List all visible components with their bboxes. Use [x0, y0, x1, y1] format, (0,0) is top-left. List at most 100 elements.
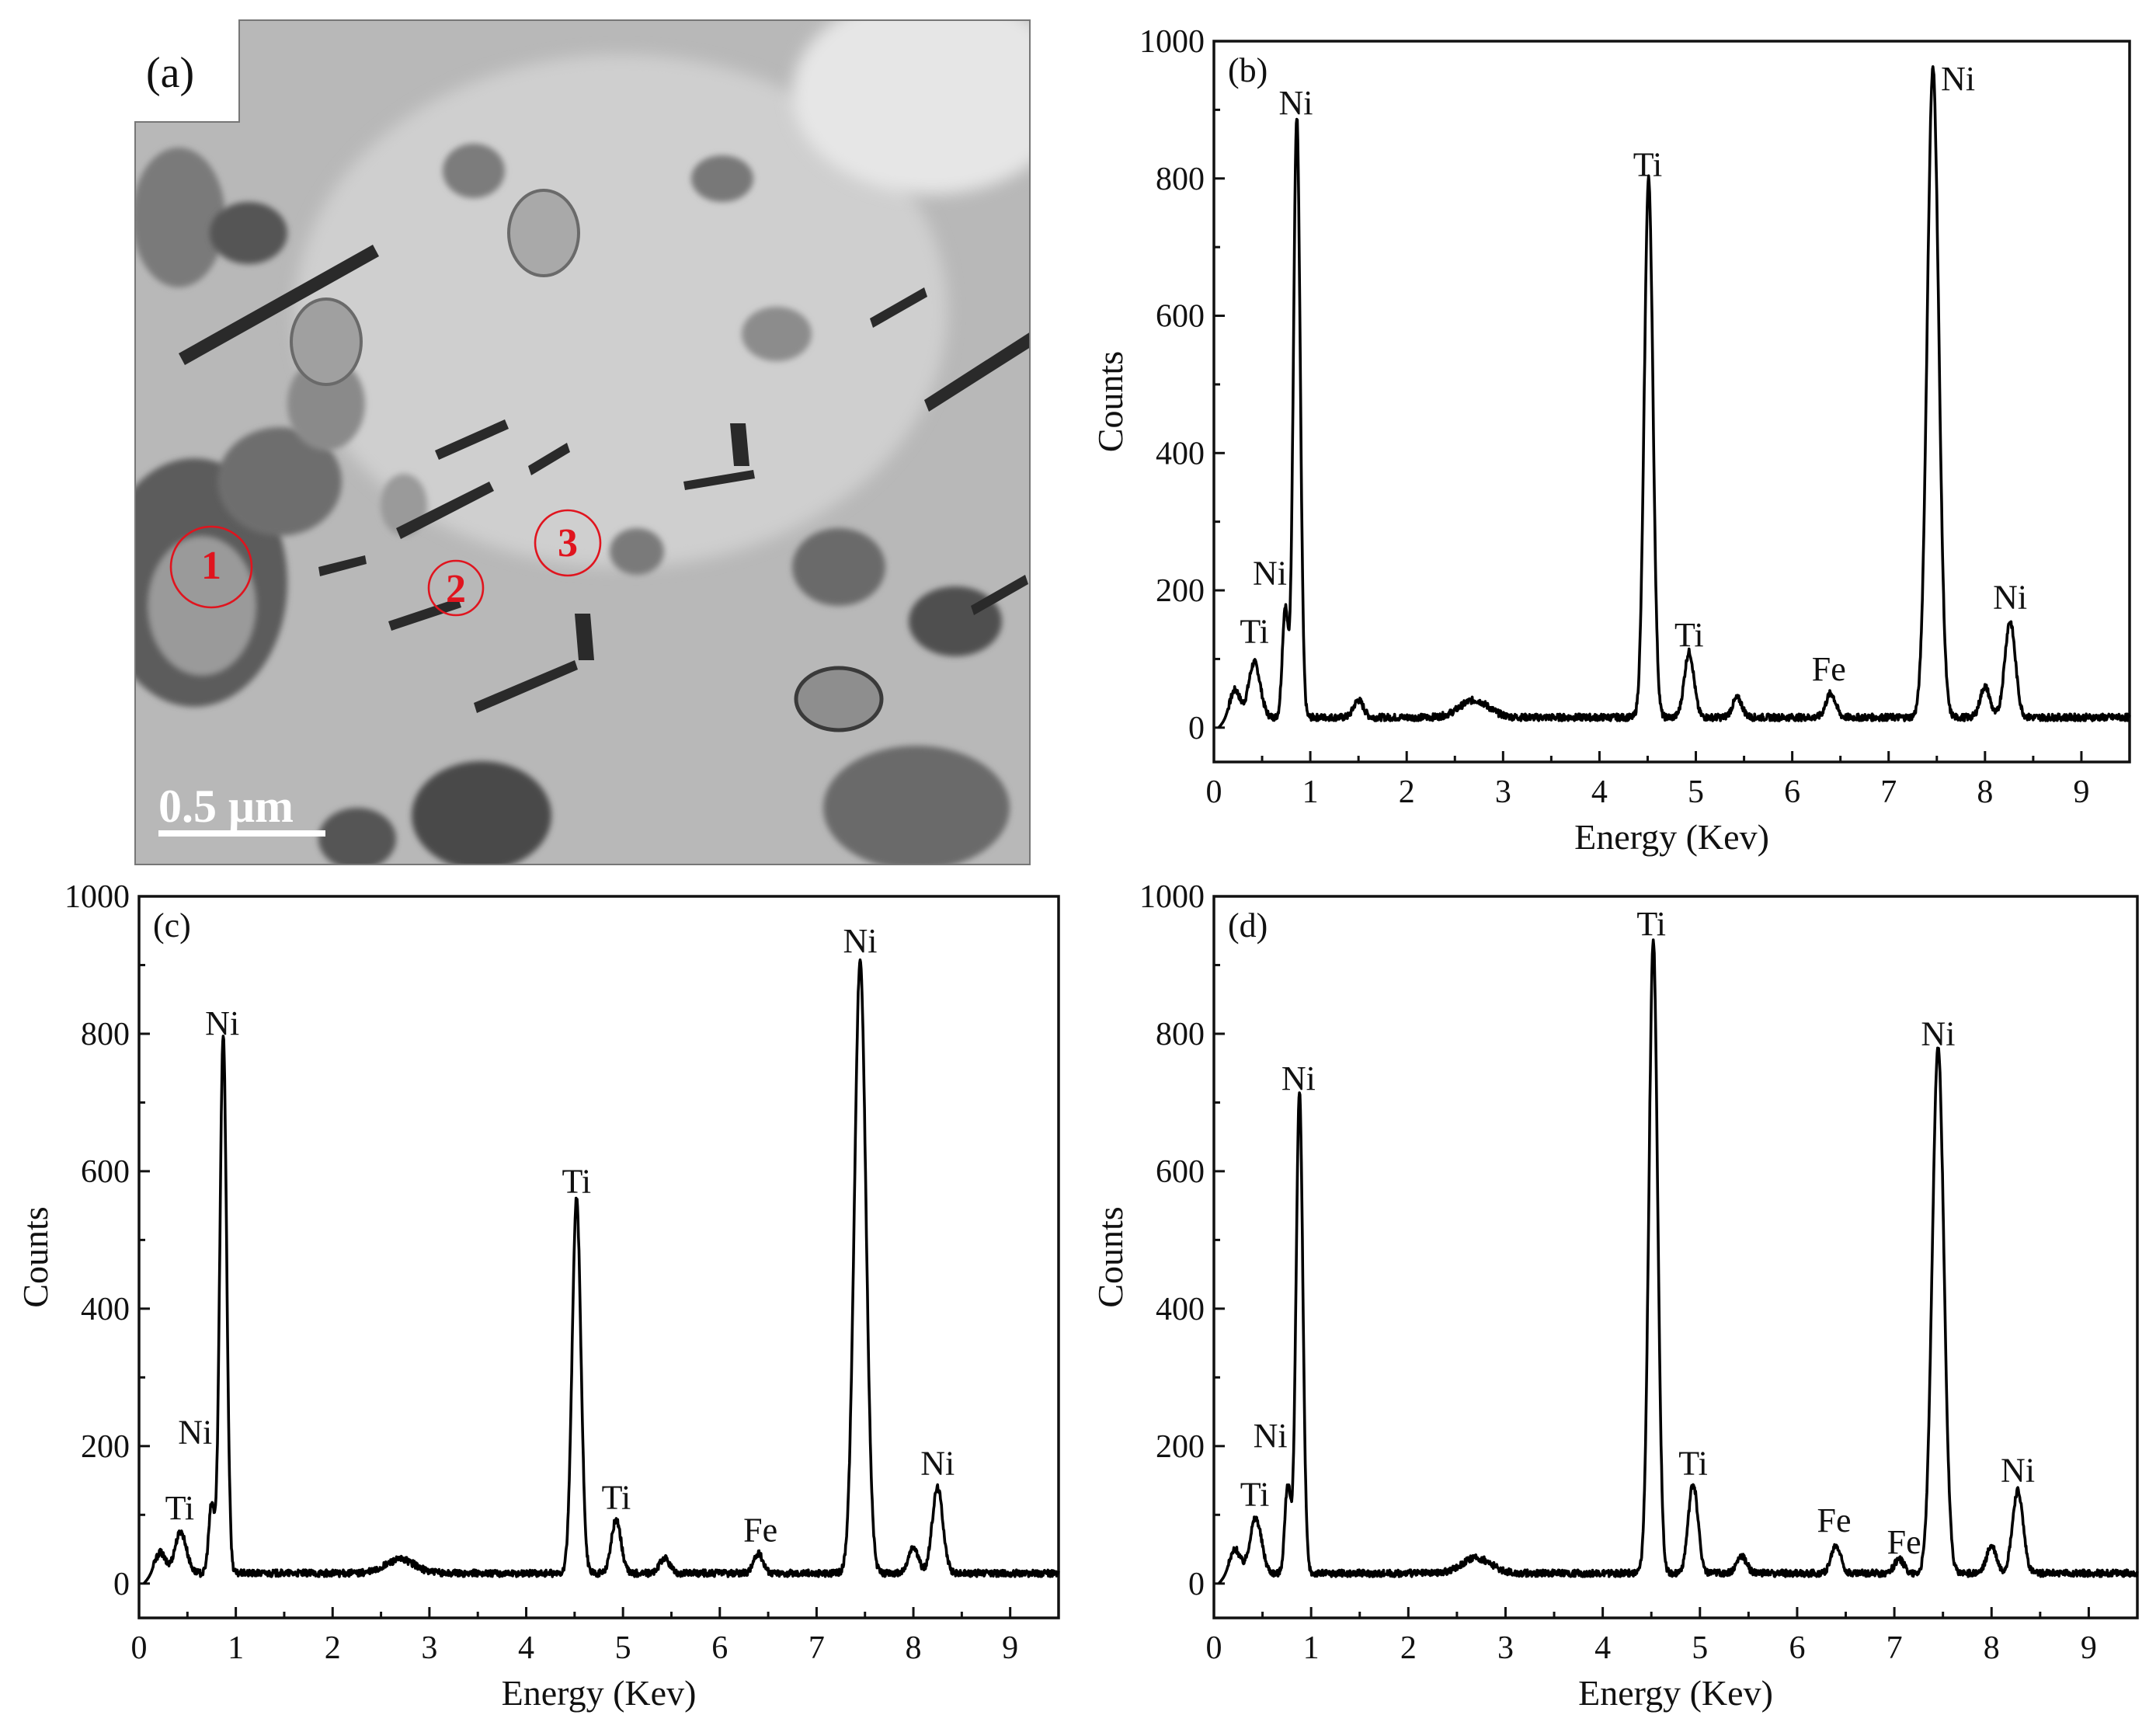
plot-frame [1212, 895, 2139, 1619]
peak-label: Ni [1921, 1014, 1955, 1052]
peak-label: Ni [843, 922, 878, 960]
x-axis-title: Energy (Kev) [1574, 817, 1769, 857]
x-tick-label: 8 [1984, 1630, 2000, 1666]
y-tick-label: 600 [1156, 299, 1205, 335]
x-tick-label: 4 [1591, 774, 1608, 810]
spectrum-panel-d: 0 1 2 3 4 5 6 7 8 9 0 200 400 600 800 1000 Energy (Kev) C… [1090, 879, 2139, 1713]
site-label-1: 1 [201, 544, 221, 588]
x-tick-label: 5 [1688, 774, 1704, 810]
y-tick-label: 400 [81, 1292, 130, 1327]
x-axis-title: Energy (Kev) [502, 1673, 697, 1713]
y-tick-label: 0 [113, 1567, 130, 1602]
x-tick-label: 0 [1206, 774, 1222, 810]
x-tick-label: 0 [131, 1630, 148, 1666]
x-tick-label: 6 [711, 1630, 728, 1666]
peak-label: Ni [1941, 60, 1975, 98]
peak-label: Fe [1812, 650, 1846, 688]
peak-label: Ni [1281, 1059, 1316, 1098]
peak-label: Fe [743, 1511, 777, 1549]
x-tick-label: 7 [808, 1630, 825, 1666]
peak-label: Ti [1636, 905, 1666, 943]
site-marker-1: 1 [169, 525, 253, 609]
micrograph-image [135, 20, 1030, 864]
x-tick-label: 5 [1692, 1630, 1708, 1666]
peak-label: Ni [2001, 1451, 2035, 1489]
peak-label: Ni [1278, 84, 1313, 122]
x-tick-label: 2 [325, 1630, 341, 1666]
panel-label: (d) [1228, 906, 1268, 944]
site-label-2: 2 [446, 567, 466, 611]
panel-label: (c) [153, 906, 191, 944]
panel-label: (b) [1228, 51, 1268, 89]
x-tick-label: 7 [1886, 1630, 1903, 1666]
x-tick-label: 1 [228, 1630, 244, 1666]
site-marker-2: 2 [427, 559, 485, 617]
y-tick-label: 1000 [1139, 879, 1205, 915]
x-tick-label: 2 [1400, 1630, 1417, 1666]
peak-label: Ti [1674, 616, 1704, 654]
y-tick-label: 600 [81, 1154, 130, 1190]
x-tick-label: 1 [1303, 1630, 1320, 1666]
peak-label: Fe [1887, 1523, 1921, 1561]
y-axis-title: Counts [1090, 1206, 1130, 1307]
y-axis-title: Counts [1090, 351, 1130, 452]
y-tick-label: 800 [1156, 1017, 1205, 1052]
spectrum-line-b [1217, 65, 2131, 729]
peak-label: Ti [1678, 1444, 1708, 1482]
x-tick-label: 3 [1495, 774, 1511, 810]
y-tick-label: 200 [1156, 573, 1205, 609]
peak-label: Ti [1240, 1475, 1270, 1513]
x-tick-label: 5 [615, 1630, 631, 1666]
y-tick-label: 1000 [1139, 24, 1205, 60]
x-tick-label: 2 [1399, 774, 1415, 810]
peak-label: Fe [1817, 1501, 1852, 1539]
x-tick-label: 4 [1594, 1630, 1611, 1666]
y-tick-label: 1000 [64, 879, 130, 915]
spectrum-panel-c: 0 1 2 3 4 5 6 7 8 9 0 200 400 600 800 1000 Energy (Kev) C… [16, 879, 1060, 1713]
spectrum-panel-b: 0 1 2 3 4 5 6 7 8 9 0 200 400 600 800 1000 Energy (Kev) C… [1090, 24, 2131, 857]
peak-label: Ti [602, 1479, 631, 1517]
spectrum-line-d [1217, 938, 2139, 1585]
peak-label: Ti [1633, 146, 1663, 184]
y-axis-title: Counts [16, 1206, 55, 1307]
peak-label: Ti [165, 1489, 195, 1527]
y-tick-label: 0 [1188, 711, 1205, 746]
x-tick-label: 7 [1880, 774, 1897, 810]
peak-label: Ni [1253, 554, 1287, 592]
peak-label: Ti [1240, 613, 1269, 651]
y-tick-label: 400 [1156, 1292, 1205, 1327]
y-tick-label: 400 [1156, 436, 1205, 471]
peak-label: Ni [1254, 1417, 1288, 1455]
x-tick-label: 8 [1977, 774, 1993, 810]
y-tick-label: 600 [1156, 1154, 1205, 1190]
y-tick-label: 200 [1156, 1429, 1205, 1465]
x-axis-title: Energy (Kev) [1578, 1673, 1773, 1713]
y-tick-label: 800 [1156, 162, 1205, 197]
spectrum-line-c [142, 958, 1060, 1585]
peak-label: Ni [1993, 578, 2027, 616]
scale-bar: 0.5 μm [158, 781, 325, 837]
tem-micrograph: (a) 1 2 3 0.5 μm [134, 19, 1031, 865]
x-tick-label: 9 [2081, 1630, 2097, 1666]
x-tick-label: 3 [1497, 1630, 1514, 1666]
peak-label: Ni [178, 1414, 212, 1452]
x-tick-label: 1 [1302, 774, 1319, 810]
x-tick-label: 0 [1206, 1630, 1222, 1666]
micrograph-panel-label: (a) [146, 49, 194, 97]
site-label-3: 3 [558, 521, 578, 565]
peak-label: Ti [562, 1163, 592, 1201]
y-tick-label: 800 [81, 1017, 130, 1052]
plot-frame [137, 895, 1060, 1619]
x-tick-label: 4 [518, 1630, 534, 1666]
y-tick-label: 0 [1188, 1567, 1205, 1602]
scale-bar-label: 0.5 μm [158, 781, 294, 832]
x-tick-label: 9 [2073, 774, 2089, 810]
x-tick-label: 8 [906, 1630, 922, 1666]
plot-frame [1212, 40, 2131, 764]
x-tick-label: 3 [421, 1630, 437, 1666]
site-marker-3: 3 [534, 509, 602, 577]
x-tick-label: 9 [1002, 1630, 1018, 1666]
x-tick-label: 6 [1784, 774, 1800, 810]
peak-label: Ni [205, 1004, 239, 1042]
